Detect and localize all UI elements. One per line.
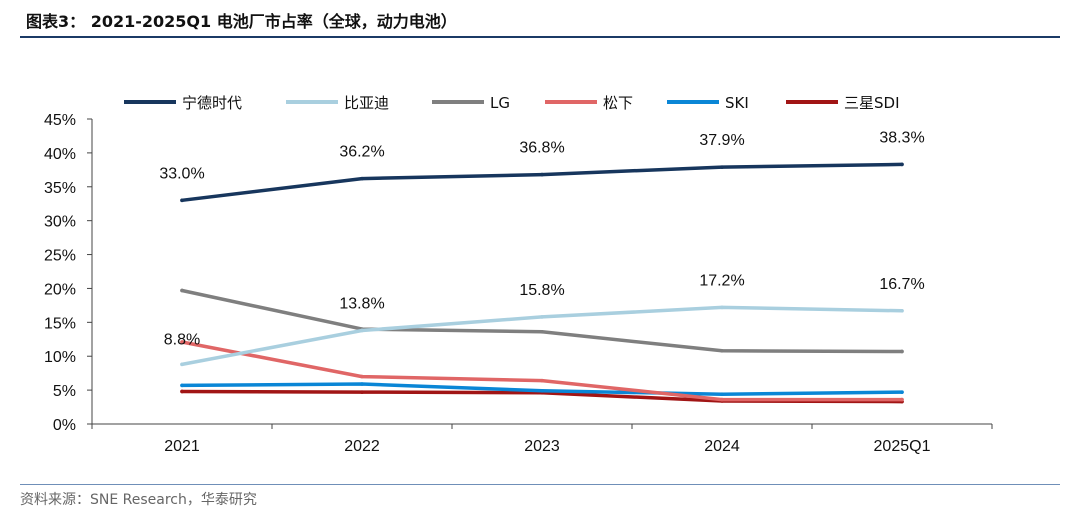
data-point xyxy=(720,392,724,396)
data-label: 36.2% xyxy=(339,144,384,161)
title-divider xyxy=(20,36,1060,38)
data-point xyxy=(180,340,184,344)
data-point xyxy=(900,390,904,394)
data-labels: 33.0% 36.2% 36.8% 37.9% 38.3% 8.8% 13.8% 15.8% 1… xyxy=(159,129,924,348)
source-note: 资料来源：SNE Research，华泰研究 xyxy=(20,492,257,508)
chart-title: 图表3： 2021-2025Q1 电池厂市占率（全球，动力电池） xyxy=(26,12,457,31)
data-point xyxy=(360,390,364,394)
data-point xyxy=(540,172,544,177)
data-point xyxy=(360,374,364,379)
y-tick-label: 25% xyxy=(44,248,76,265)
line-chart: 宁德时代 比亚迪 LG 松下 SKI 三星SDI 0% 5% 10% 15% 20% 25% 30% 3… xyxy=(44,94,993,455)
data-point xyxy=(900,397,904,402)
data-point xyxy=(360,382,364,386)
y-tick-label: 20% xyxy=(44,281,76,298)
legend-label: 宁德时代 xyxy=(182,94,242,112)
y-tick-label: 0% xyxy=(53,417,76,434)
y-tick-label: 5% xyxy=(53,383,76,400)
y-tick-label: 15% xyxy=(44,315,76,332)
legend: 宁德时代 比亚迪 LG 松下 SKI 三星SDI xyxy=(124,94,900,112)
x-tick-label: 2025Q1 xyxy=(874,438,931,455)
data-label: 17.2% xyxy=(699,272,744,289)
series-line-1 xyxy=(180,162,904,203)
data-label: 16.7% xyxy=(879,276,924,293)
y-tick-label: 10% xyxy=(44,349,76,366)
data-point xyxy=(720,305,724,310)
source-divider xyxy=(20,484,1060,485)
data-point xyxy=(180,383,184,388)
data-point xyxy=(900,162,904,167)
data-point xyxy=(900,349,904,354)
data-point xyxy=(180,389,184,394)
series-lines xyxy=(180,162,904,404)
y-tick-label: 45% xyxy=(44,112,76,129)
data-point xyxy=(720,165,724,169)
data-label: 36.8% xyxy=(519,140,564,157)
x-tick-label: 2024 xyxy=(704,438,740,455)
x-tick-label: 2023 xyxy=(524,438,560,455)
data-point xyxy=(180,198,184,203)
legend-label: 比亚迪 xyxy=(344,94,389,112)
y-tick-label: 30% xyxy=(44,214,76,231)
data-point xyxy=(180,362,184,367)
data-point xyxy=(720,349,724,353)
legend-label: 松下 xyxy=(603,94,633,112)
x-tick-label: 2021 xyxy=(164,438,200,455)
legend-label: SKI xyxy=(725,94,749,112)
data-point xyxy=(360,176,364,181)
y-tick-label: 40% xyxy=(44,146,76,163)
data-point xyxy=(540,315,544,319)
data-point xyxy=(540,330,544,334)
data-label: 8.8% xyxy=(164,331,200,348)
data-point xyxy=(540,388,544,393)
legend-label: 三星SDI xyxy=(844,94,900,112)
y-tick-label: 35% xyxy=(44,180,76,197)
data-label: 13.8% xyxy=(339,295,384,312)
axes: 0% 5% 10% 15% 20% 25% 30% 35% 40% 45% 2021 2022 2023… xyxy=(44,112,993,455)
data-point xyxy=(360,328,364,333)
data-label: 37.9% xyxy=(699,132,744,149)
data-label: 33.0% xyxy=(159,165,204,182)
data-point xyxy=(180,288,184,293)
data-point xyxy=(540,378,544,383)
data-point xyxy=(900,309,904,313)
data-point xyxy=(720,397,724,402)
data-label: 38.3% xyxy=(879,129,924,146)
legend-label: LG xyxy=(490,94,510,112)
x-tick-label: 2022 xyxy=(344,438,380,455)
data-label: 15.8% xyxy=(519,282,564,299)
